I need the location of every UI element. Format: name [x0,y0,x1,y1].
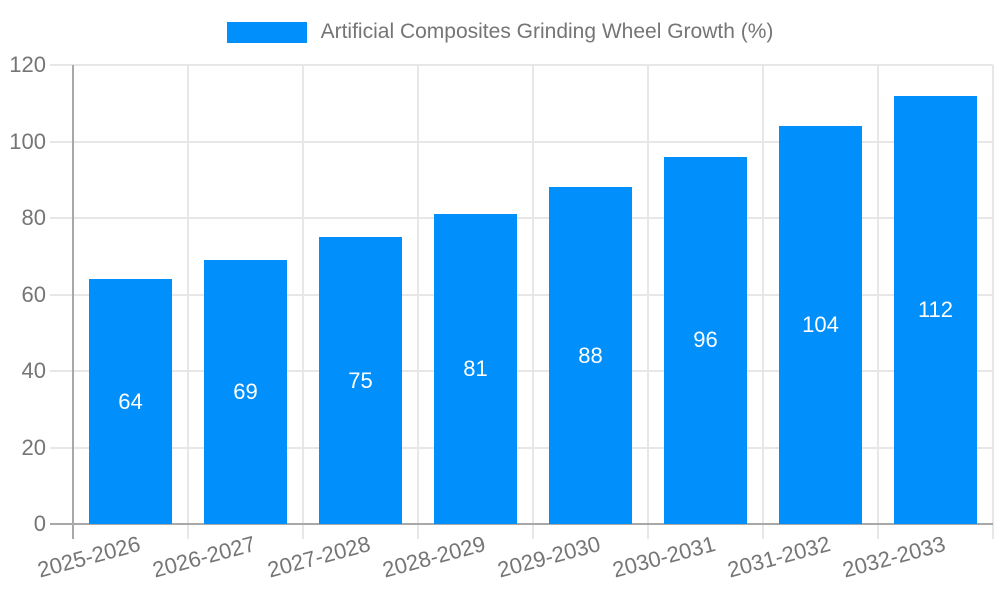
bar-value-label: 69 [233,379,258,405]
bar-2031-2032 [779,126,862,524]
bar-value-label: 104 [802,312,839,338]
bar-2030-2031 [664,156,747,524]
bar-value-label: 81 [463,356,488,382]
y-tick-label: 40 [21,358,46,383]
x-gridline [532,65,534,539]
bar-2029-2030 [549,187,632,524]
legend-swatch [226,21,307,43]
bar-value-label: 64 [118,388,143,414]
bar-value-label: 96 [693,327,718,353]
y-tick-label: 120 [9,52,46,77]
x-gridline [647,65,649,539]
y-tick-label: 80 [21,205,46,230]
x-gridline [992,65,994,539]
y-gridline [50,293,993,296]
x-gridline [187,65,189,539]
y-tick-label: 60 [21,281,46,307]
y-gridline [50,217,993,219]
x-gridline [417,65,419,539]
x-gridline [877,65,879,539]
bar-2025-2026 [89,279,172,524]
bar-2032-2033 [894,95,977,524]
x-gridline [762,65,764,539]
y-gridline [50,446,993,449]
y-gridline [50,64,993,66]
y-tick-label: 0 [33,511,46,536]
bar-value-label: 88 [578,342,603,368]
y-tick-label: 20 [21,434,46,460]
y-tick-label: 100 [9,128,46,154]
y-axis-line [72,65,74,539]
legend[interactable]: Artificial Composites Grinding Wheel Gro… [0,20,1000,44]
bar-2028-2029 [434,214,517,524]
y-gridline [50,370,993,372]
bar-2027-2028 [319,237,402,524]
bar-2026-2027 [204,260,287,524]
x-gridline [302,65,304,539]
x-axis-line [50,523,993,525]
bar-value-label: 112 [917,296,954,322]
legend-label: Artificial Composites Grinding Wheel Gro… [320,20,774,43]
bar-value-label: 75 [348,367,373,393]
y-gridline [50,140,993,143]
